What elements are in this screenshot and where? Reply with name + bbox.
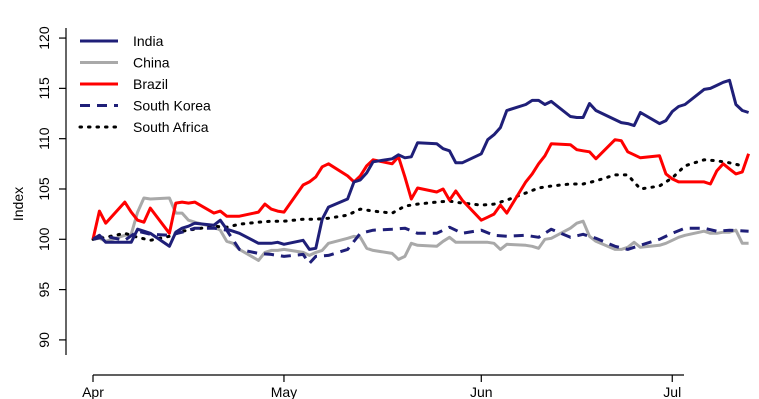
y-tick-label: 100 — [36, 227, 52, 251]
series-line-india — [92, 78, 750, 251]
y-tick-label: 95 — [36, 282, 52, 298]
legend-label-south-korea: South Korea — [133, 98, 211, 114]
x-tick-label: May — [271, 384, 297, 399]
x-tick-label: Jun — [470, 384, 493, 399]
legend-label-india: India — [133, 33, 164, 49]
y-tick-label: 105 — [36, 177, 52, 201]
series-line-south-africa — [91, 158, 744, 242]
y-tick-label: 115 — [36, 77, 52, 100]
y-axis-title: Index — [10, 187, 26, 221]
x-tick-label: Apr — [82, 384, 104, 399]
legend-label-brazil: Brazil — [133, 76, 168, 92]
legend: India China Brazil South Korea South Africa — [78, 33, 211, 135]
x-tick-label: Jul — [663, 384, 681, 399]
legend-label-south-africa: South Africa — [133, 119, 209, 135]
series-lines — [91, 78, 751, 265]
y-ticks: 90 95 100 105 110 115 120 — [36, 26, 66, 348]
y-tick-label: 120 — [36, 26, 52, 50]
series-line-south-korea — [92, 225, 749, 265]
series-line-brazil — [91, 138, 751, 240]
x-ticks: Apr May Jun Jul — [82, 375, 681, 399]
y-tick-label: 110 — [36, 127, 52, 150]
legend-label-china: China — [133, 55, 170, 71]
y-tick-label: 90 — [36, 332, 52, 348]
chart-axes: Index — [10, 28, 684, 376]
